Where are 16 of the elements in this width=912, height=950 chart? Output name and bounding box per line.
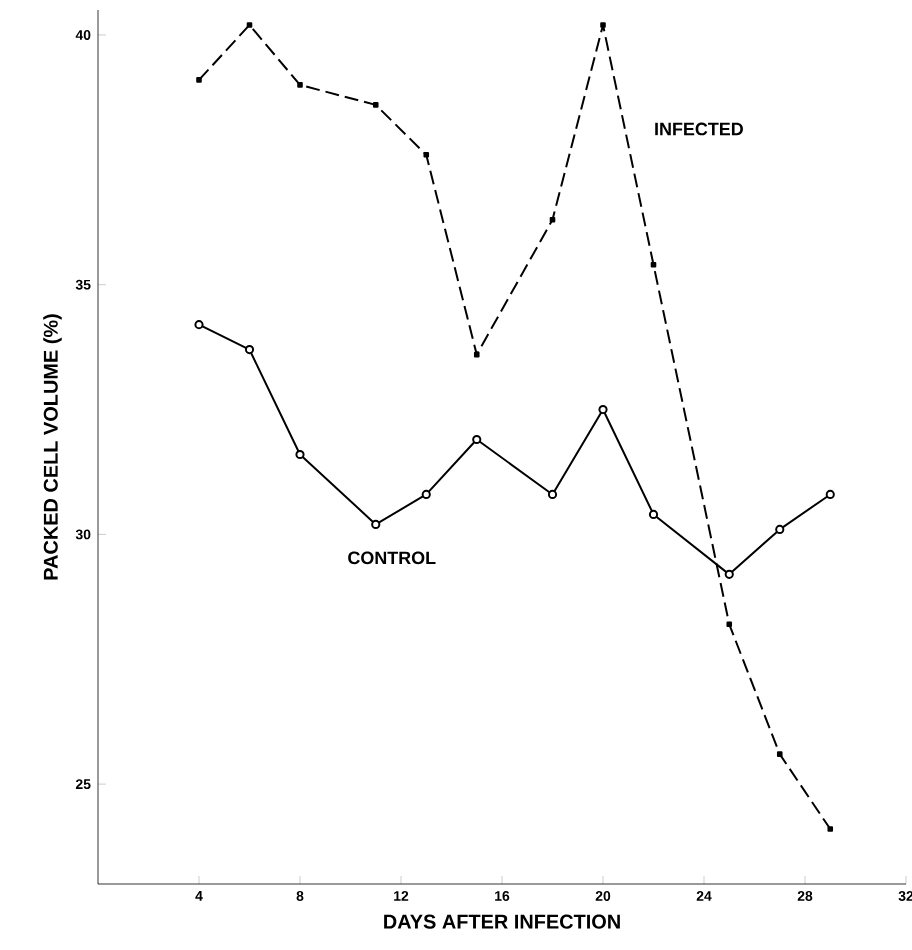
point [547, 489, 558, 500]
point [825, 489, 835, 500]
point [244, 345, 255, 355]
point [724, 569, 734, 579]
point [775, 524, 785, 534]
point [598, 404, 608, 415]
series-label: CONTROL [348, 551, 436, 565]
point [472, 434, 482, 445]
series-label: INFECTED [655, 122, 743, 136]
point [648, 509, 659, 520]
x-axis-title: DAYS AFTER INFECTION [384, 914, 620, 929]
point [371, 519, 381, 529]
point [421, 489, 431, 500]
y-axis-title: PACKED CELL VOLUME (%) [43, 314, 62, 580]
point [295, 449, 305, 460]
point [194, 320, 204, 330]
